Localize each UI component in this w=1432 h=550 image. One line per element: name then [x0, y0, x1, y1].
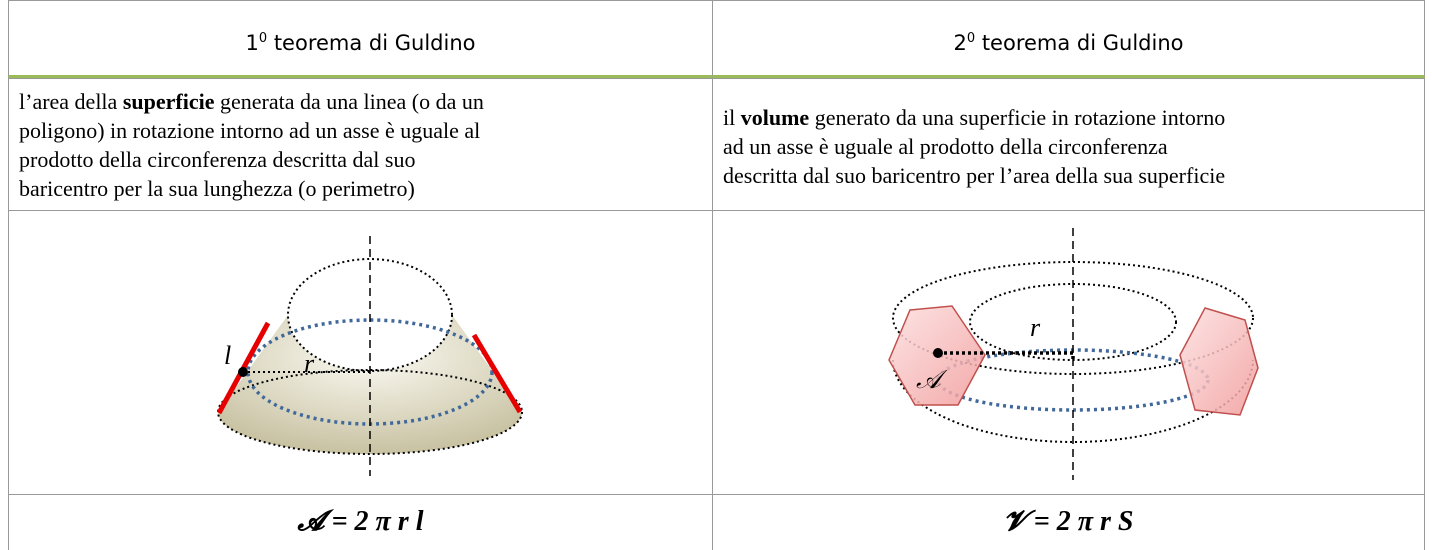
- description: l’area della superficie generata da una …: [8, 78, 712, 210]
- bold-text: superficie: [122, 89, 215, 114]
- text: generata da una linea (o da un: [214, 89, 484, 114]
- diagram-cell: [712, 210, 1425, 494]
- formula: 𝓥 = 2 π r S: [712, 494, 1425, 550]
- radius: [938, 351, 1075, 362]
- base-circle: [217, 369, 523, 455]
- formula: 𝓐 = 2 π r l: [8, 494, 712, 550]
- centroid: [238, 367, 248, 377]
- description-line: baricentro per la sua lunghezza (o perim…: [19, 176, 415, 201]
- header-sup: 0: [966, 31, 976, 46]
- header-cell: 20 teorema di Guldino: [712, 0, 1425, 78]
- text: generato da una superficie in rotazione …: [809, 105, 1226, 130]
- label: r: [304, 349, 315, 378]
- description-line: il volume generato da una superficie in …: [723, 103, 1414, 132]
- centroid: [933, 348, 943, 358]
- top-circle: [287, 258, 453, 372]
- outer-top: [892, 261, 1254, 375]
- section: [1179, 307, 1259, 416]
- generatrix: [471, 333, 523, 414]
- description-line: ad un asse è uguale al prodotto della ci…: [723, 134, 1168, 159]
- header-title: teorema di Guldino: [273, 31, 476, 55]
- description: il volume generato da una superficie in …: [712, 78, 1425, 210]
- description-line: prodotto della circonferenza descritta d…: [19, 147, 416, 172]
- label: r: [1030, 313, 1041, 342]
- header-cell: 10 teorema di Guldino: [8, 0, 712, 78]
- text: l’area della: [19, 89, 123, 114]
- header-number: 1: [245, 31, 259, 55]
- description-line: poligono) in rotazione intorno ad un ass…: [19, 118, 481, 143]
- description-line: descritta dal suo baricentro per l’area …: [723, 163, 1226, 188]
- header-number: 2: [953, 31, 967, 55]
- bold-text: volume: [740, 105, 810, 130]
- diagram-cell: [8, 210, 712, 494]
- header-sup: 0: [258, 31, 268, 46]
- description-line: l’area della superficie generata da una …: [19, 87, 702, 116]
- header-title: teorema di Guldino: [981, 31, 1184, 55]
- torus-diagram: r 𝒜: [888, 228, 1259, 480]
- label: l: [224, 341, 231, 370]
- text: il: [723, 105, 741, 130]
- cone-diagram: l r: [216, 236, 523, 476]
